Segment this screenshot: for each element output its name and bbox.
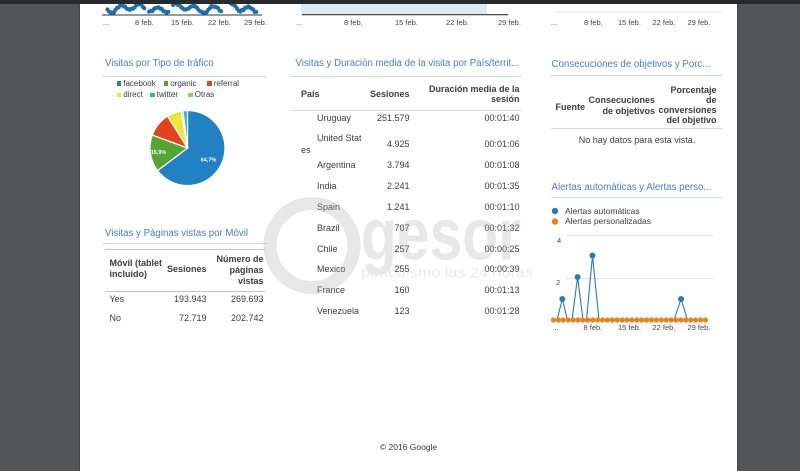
svg-text:64,7%: 64,7% — [201, 158, 217, 164]
svg-text:15,9%: 15,9% — [151, 150, 167, 156]
